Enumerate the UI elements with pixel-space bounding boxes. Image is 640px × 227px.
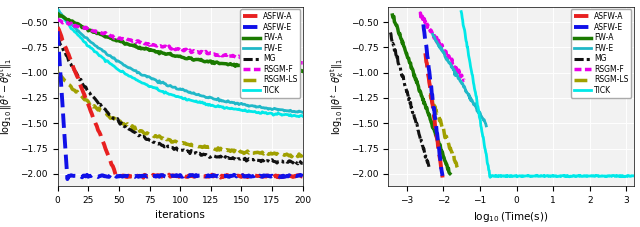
Y-axis label: $\log_{10}\|\theta^t - \theta_k^{\mathrm{gt}}\|_1$: $\log_{10}\|\theta^t - \theta_k^{\mathrm… [0, 58, 15, 135]
Legend: ASFW-A, ASFW-E, FW-A, FW-E, MG, RSGM-F, RSGM-LS, TICK: ASFW-A, ASFW-E, FW-A, FW-E, MG, RSGM-F, … [571, 9, 631, 98]
X-axis label: $\log_{10}(\mathrm{Time(s)})$: $\log_{10}(\mathrm{Time(s)})$ [474, 210, 549, 225]
Legend: ASFW-A, ASFW-E, FW-A, FW-E, MG, RSGM-F, RSGM-LS, TICK: ASFW-A, ASFW-E, FW-A, FW-E, MG, RSGM-F, … [240, 9, 300, 98]
X-axis label: iterations: iterations [156, 210, 205, 220]
Y-axis label: $\log_{10}\|\theta^t - \theta_k^{\mathrm{gt}}\|_1$: $\log_{10}\|\theta^t - \theta_k^{\mathrm… [328, 58, 346, 135]
